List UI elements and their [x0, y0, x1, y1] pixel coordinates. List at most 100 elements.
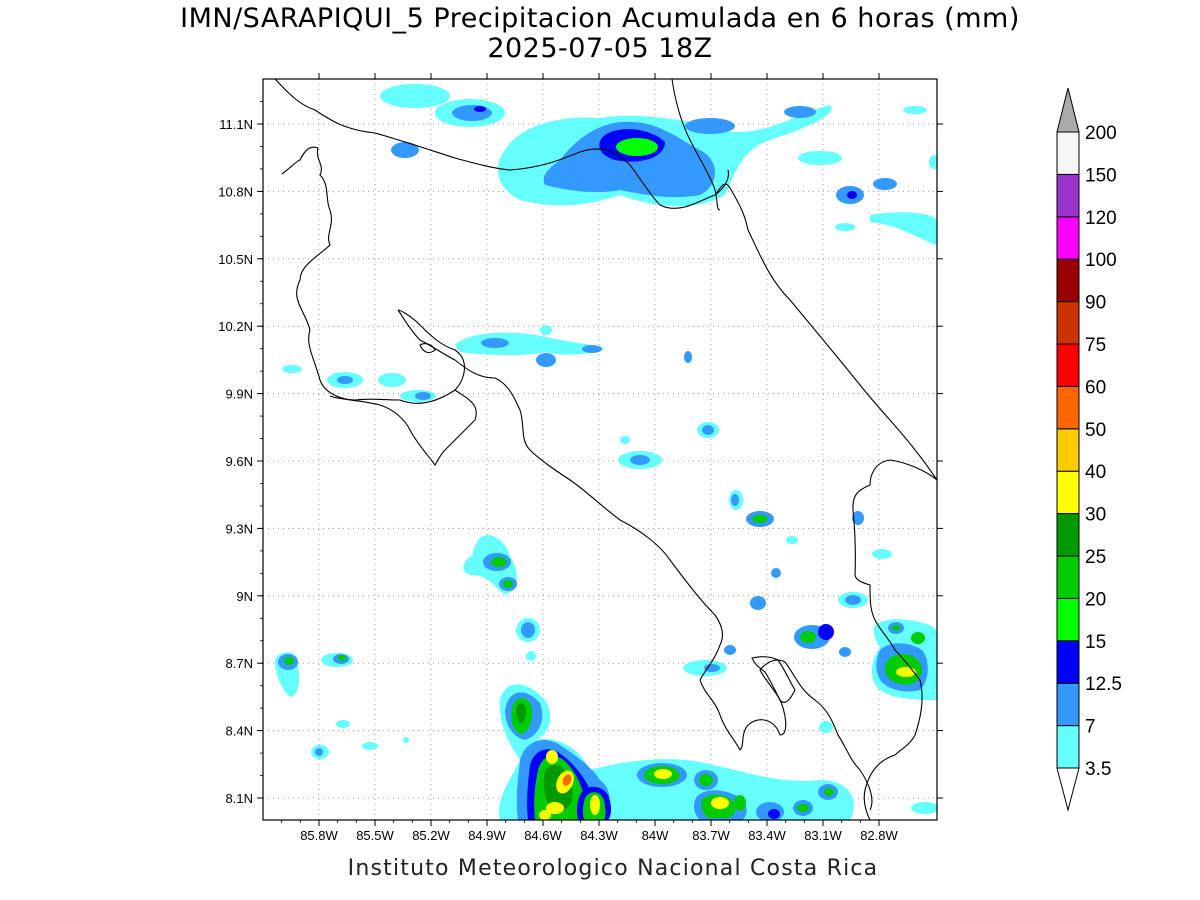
- golfo-dulce: [751, 656, 796, 703]
- rain-area: [711, 797, 729, 809]
- rain-area: [526, 651, 536, 661]
- nicaragua-east-coast: [671, 79, 721, 211]
- rain-area: [839, 647, 851, 657]
- colorbar-label: 75: [1085, 335, 1106, 356]
- rain-area: [852, 511, 864, 525]
- rain-area: [699, 774, 713, 786]
- rain-area: [582, 345, 602, 353]
- rain-area: [911, 802, 937, 814]
- colorbar-segment: [1056, 173, 1080, 218]
- chart-title: IMN/SARAPIQUI_5 Precipitacion Acumulada …: [180, 3, 1020, 34]
- lat-tick-label: 8.7N: [226, 656, 253, 671]
- lat-tick-label: 11.1N: [219, 117, 253, 132]
- rain-area: [391, 142, 419, 158]
- colorbar-segment: [1056, 428, 1080, 472]
- lon-tick-label: 84.9W: [468, 828, 506, 843]
- rain-area: [731, 494, 739, 506]
- colorbar-segment: [1056, 470, 1080, 515]
- nicaragua-costa-rica-border: [714, 183, 937, 481]
- pacific-coast-guanacaste: [281, 146, 465, 404]
- rain-area: [491, 557, 507, 567]
- rain-area: [724, 645, 736, 655]
- lon-tick-label: 84.6W: [524, 828, 562, 843]
- rain-area: [362, 742, 378, 750]
- rain-area: [911, 632, 925, 644]
- rain-area: [896, 667, 916, 677]
- rain-area: [684, 351, 692, 363]
- rain-area: [750, 596, 766, 610]
- rain-area: [315, 748, 323, 756]
- rain-area: [338, 655, 346, 661]
- rain-area: [282, 365, 302, 373]
- colorbar-segment: [1056, 385, 1080, 430]
- rain-area: [630, 455, 650, 465]
- nicoya-peninsula-coast: [329, 389, 477, 466]
- colorbar-segment: [1056, 131, 1080, 175]
- colorbar-segment: [1056, 640, 1080, 684]
- rain-area: [685, 118, 735, 134]
- rain-area: [452, 105, 492, 121]
- colorbar-label: 150: [1085, 165, 1117, 186]
- precipitation-field: [275, 84, 937, 820]
- colorbar-segment: [1056, 343, 1080, 387]
- chart-subtitle-date: 2025-07-05 18Z: [487, 33, 713, 64]
- lat-tick-label: 8.1N: [226, 791, 253, 806]
- rain-area: [284, 657, 294, 665]
- plot-frame: [262, 78, 938, 821]
- rain-area: [562, 774, 572, 786]
- rain-area: [337, 376, 353, 384]
- rain-area: [784, 106, 816, 118]
- colorbar-over-triangle: [1056, 87, 1080, 133]
- colorbar-label: 50: [1085, 420, 1106, 441]
- rain-area: [798, 151, 842, 165]
- latitude-axis: 11.1N 10.8N 10.5N 10.2N 9.9N 9.6N 9.3N 9N 8.7N 8.…: [218, 101, 943, 806]
- lon-tick-label: 85.8W: [300, 828, 338, 843]
- rain-area: [752, 515, 768, 523]
- rain-area: [616, 138, 658, 156]
- lon-tick-label: 84W: [642, 828, 669, 843]
- lat-tick-label: 9.9N: [226, 387, 253, 402]
- longitude-axis: 85.8W 85.5W 85.2W 84.9W 84.6W 84.3W 84W 83.7W 83…: [281, 73, 899, 843]
- rain-area: [845, 595, 861, 605]
- lon-tick-label: 82.8W: [860, 828, 898, 843]
- lat-tick-label: 9.6N: [226, 454, 253, 469]
- rain-area: [403, 737, 409, 743]
- rain-area: [903, 106, 927, 114]
- colorbar-label: 200: [1085, 123, 1117, 144]
- lat-tick-label: 10.8N: [218, 184, 253, 199]
- rain-area: [872, 549, 892, 559]
- rain-area: [824, 788, 834, 796]
- colorbar-label: 25: [1085, 547, 1106, 568]
- footer-credit: Instituto Meteorologico Nacional Costa R…: [347, 856, 879, 881]
- colorbar-segment: [1056, 555, 1080, 599]
- colorbar-segment: [1056, 725, 1080, 769]
- colorbar-label: 7: [1085, 717, 1096, 738]
- colorbar-label: 3.5: [1085, 759, 1111, 780]
- nicoya-small-island: [419, 343, 436, 354]
- rain-area: [873, 178, 897, 190]
- lon-tick-label: 85.5W: [356, 828, 394, 843]
- rain-area: [892, 625, 900, 631]
- lat-tick-label: 10.5N: [218, 252, 253, 267]
- rain-area: [654, 769, 672, 779]
- colorbar-segment: [1056, 597, 1080, 642]
- gridlines: [263, 79, 937, 820]
- rain-area: [481, 338, 509, 348]
- colorbar-label: 100: [1085, 250, 1117, 271]
- lat-tick-label: 8.4N: [226, 724, 253, 739]
- rain-area: [702, 425, 714, 435]
- rain-area: [503, 580, 513, 588]
- lat-tick-label: 9.3N: [226, 521, 253, 536]
- rain-area: [835, 223, 855, 231]
- colorbar-segment: [1056, 682, 1080, 727]
- colorbar-label: 90: [1085, 293, 1106, 314]
- rain-area: [546, 750, 558, 764]
- lon-tick-label: 84.3W: [580, 828, 618, 843]
- colorbar-label: 12.5: [1085, 674, 1122, 695]
- lon-tick-label: 83.7W: [692, 828, 730, 843]
- rain-area: [546, 802, 564, 814]
- rain-area: [819, 721, 833, 733]
- rain-area: [771, 568, 781, 578]
- gulf-of-nicoya-coast: [397, 309, 724, 646]
- colorbar-label: 20: [1085, 589, 1106, 610]
